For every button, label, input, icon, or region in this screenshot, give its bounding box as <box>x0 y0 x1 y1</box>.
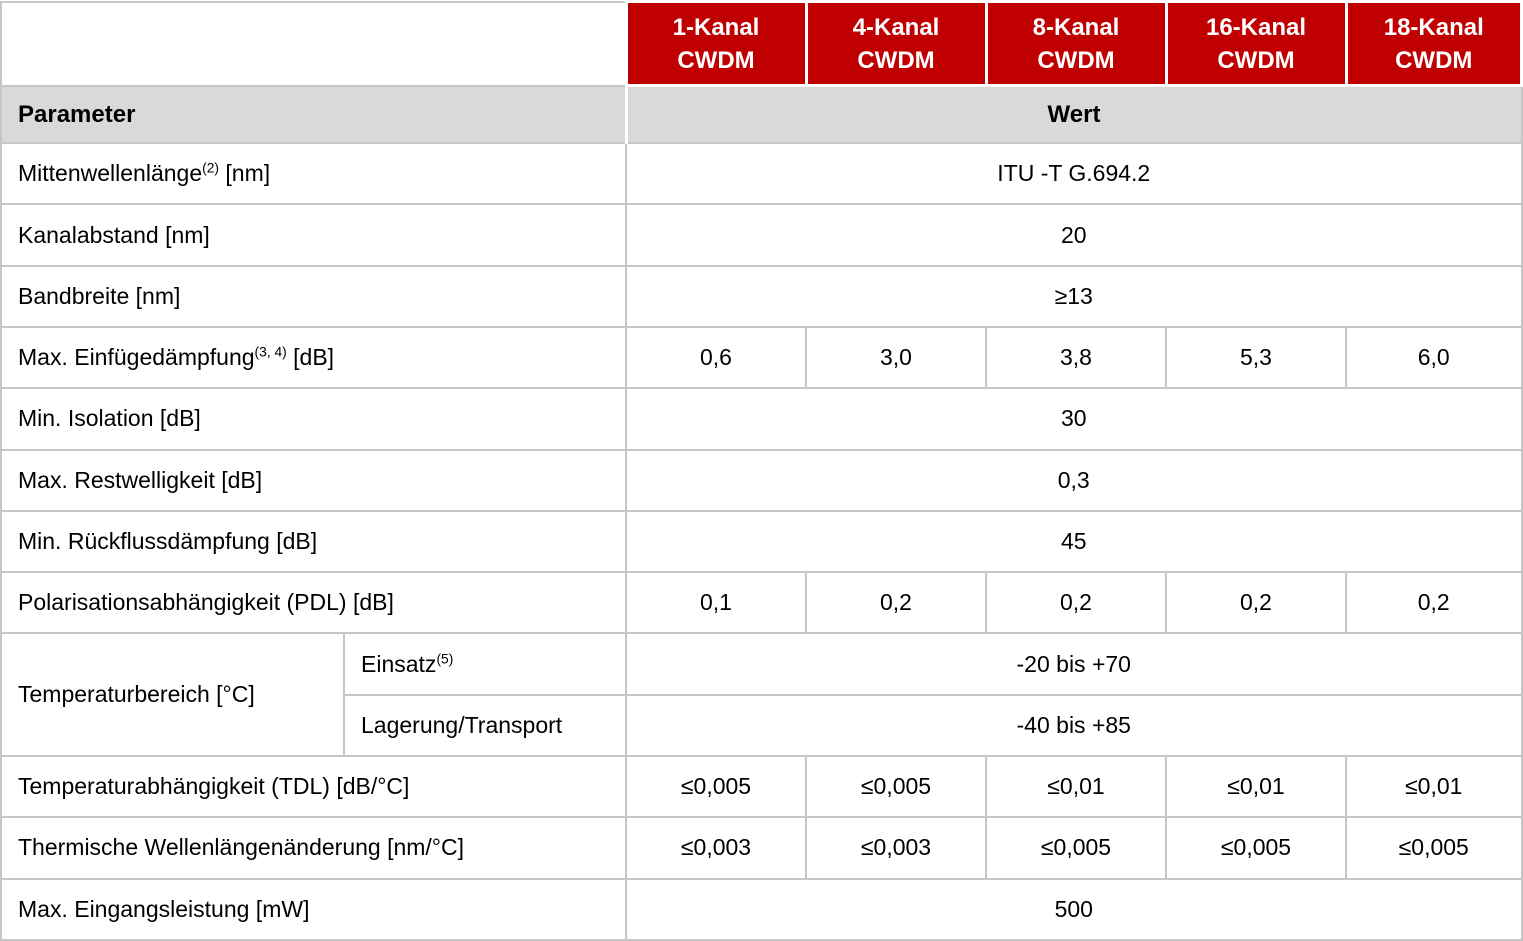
value-cell: 0,3 <box>625 448 1523 512</box>
value-cell: ITU -T G.694.2 <box>625 142 1523 206</box>
channel-name: 16-Kanal <box>1205 13 1307 41</box>
value-cell: ≤0,005 <box>985 816 1167 880</box>
row-isolation: Min. Isolation [dB] 30 <box>0 387 1523 451</box>
param-label: Max. Restwelligkeit [dB] <box>0 448 627 512</box>
param-label: Thermische Wellenlängenänderung [nm/°C] <box>0 816 627 880</box>
channel-name: 1-Kanal <box>672 13 760 41</box>
col-header-1-kanal: 1-Kanal CWDM <box>624 0 808 88</box>
row-pdl: Polarisationsabhängigkeit (PDL) [dB] 0,1… <box>0 571 1523 635</box>
param-label: Max. Einfügedämpfung(3, 4) [dB] <box>0 325 627 390</box>
row-bandbreite: Bandbreite [nm] ≥13 <box>0 264 1523 329</box>
param-label-temperaturbereich: Temperaturbereich [°C] <box>0 632 345 757</box>
row-mittenwellenlaenge: Mittenwellenlänge(2) [nm] ITU -T G.694.2 <box>0 142 1523 206</box>
row-einfuegedaempfung: Max. Einfügedämpfung(3, 4) [dB] 0,6 3,0 … <box>0 325 1523 390</box>
param-label: Max. Eingangsleistung [mW] <box>0 877 627 941</box>
value-cell: 5,3 <box>1165 325 1347 390</box>
value-cell: -40 bis +85 <box>625 693 1523 757</box>
col-header-16-kanal: 16-Kanal CWDM <box>1164 0 1348 88</box>
value-cell: ≤0,003 <box>625 816 807 880</box>
wert-column-header: Wert <box>625 84 1523 145</box>
parameter-wert-header-row: Parameter Wert <box>0 84 1523 145</box>
value-cell: 20 <box>625 203 1523 267</box>
channel-type: CWDM <box>677 46 755 74</box>
channel-name: 8-Kanal <box>1032 13 1120 41</box>
col-header-18-kanal: 18-Kanal CWDM <box>1344 0 1523 88</box>
value-cell: 0,2 <box>985 571 1167 635</box>
value-cell: 0,2 <box>1345 571 1523 635</box>
channel-name: 4-Kanal <box>852 13 940 41</box>
param-text: Max. Einfügedämpfung <box>18 344 255 371</box>
channel-type: CWDM <box>1037 46 1115 74</box>
row-restwelligkeit: Max. Restwelligkeit [dB] 0,3 <box>0 448 1523 512</box>
sub-param-label-lagerung: Lagerung/Transport <box>343 693 627 757</box>
row-rueckflussdaempfung: Min. Rückflussdämpfung [dB] 45 <box>0 509 1523 574</box>
value-cell: ≤0,01 <box>1345 754 1523 819</box>
value-cell: ≤0,005 <box>625 754 807 819</box>
row-eingangsleistung: Max. Eingangsleistung [mW] 500 <box>0 877 1523 941</box>
channel-name: 18-Kanal <box>1383 13 1484 41</box>
row-kanalabstand: Kanalabstand [nm] 20 <box>0 203 1523 267</box>
param-label: Kanalabstand [nm] <box>0 203 627 267</box>
footnote-superscript: (5) <box>436 650 454 666</box>
value-cell: 0,6 <box>625 325 807 390</box>
value-cell: 3,0 <box>805 325 987 390</box>
param-label: Min. Isolation [dB] <box>0 387 627 451</box>
value-cell: 0,2 <box>805 571 987 635</box>
col-header-4-kanal: 4-Kanal CWDM <box>804 0 988 88</box>
value-cell: ≤0,01 <box>985 754 1167 819</box>
row-temperaturbereich-lagerung: Lagerung/Transport -40 bis +85 <box>1 693 1523 757</box>
value-cell: ≤0,005 <box>805 754 987 819</box>
param-unit: [nm] <box>219 160 271 187</box>
value-cell: 0,1 <box>625 571 807 635</box>
channel-type: CWDM <box>1395 46 1473 74</box>
row-tdl: Temperaturabhängigkeit (TDL) [dB/°C] ≤0,… <box>0 754 1523 819</box>
footnote-superscript: (2) <box>202 160 219 176</box>
param-label: Min. Rückflussdämpfung [dB] <box>0 509 627 574</box>
value-cell: ≤0,005 <box>1345 816 1523 880</box>
channel-header-row: 1-Kanal CWDM 4-Kanal CWDM 8-Kanal CWDM 1… <box>0 0 1523 88</box>
value-cell: 3,8 <box>985 325 1167 390</box>
value-cell: 30 <box>625 387 1523 451</box>
value-cell: 500 <box>625 877 1523 941</box>
col-header-8-kanal: 8-Kanal CWDM <box>984 0 1168 88</box>
value-cell: ≤0,005 <box>1165 816 1347 880</box>
channel-type: CWDM <box>1217 46 1295 74</box>
param-text: Mittenwellenlänge <box>18 160 203 187</box>
param-text: Einsatz <box>361 650 437 677</box>
value-cell: 0,2 <box>1165 571 1347 635</box>
param-label: Bandbreite [nm] <box>0 264 627 329</box>
param-label: Polarisationsabhängigkeit (PDL) [dB] <box>0 571 627 635</box>
param-label: Mittenwellenlänge(2) [nm] <box>0 142 627 206</box>
parameter-column-header: Parameter <box>0 84 628 145</box>
param-unit: [dB] <box>286 344 335 371</box>
value-cell: -20 bis +70 <box>625 632 1523 696</box>
value-cell: 6,0 <box>1345 325 1523 390</box>
value-cell: ≥13 <box>625 264 1523 329</box>
value-cell: ≤0,01 <box>1165 754 1347 819</box>
corner-empty-cell <box>0 0 627 87</box>
sub-param-label-einsatz: Einsatz(5) <box>343 632 627 696</box>
param-label: Temperaturabhängigkeit (TDL) [dB/°C] <box>0 754 627 819</box>
value-cell: ≤0,003 <box>805 816 987 880</box>
footnote-superscript: (3, 4) <box>254 344 287 360</box>
value-cell: 45 <box>625 509 1523 574</box>
row-temperaturbereich-einsatz: Temperaturbereich [°C] Einsatz(5) -20 bi… <box>0 632 1523 757</box>
channel-type: CWDM <box>857 46 935 74</box>
row-thermische-wellenlaengenaenderung: Thermische Wellenlängenänderung [nm/°C] … <box>0 816 1523 880</box>
